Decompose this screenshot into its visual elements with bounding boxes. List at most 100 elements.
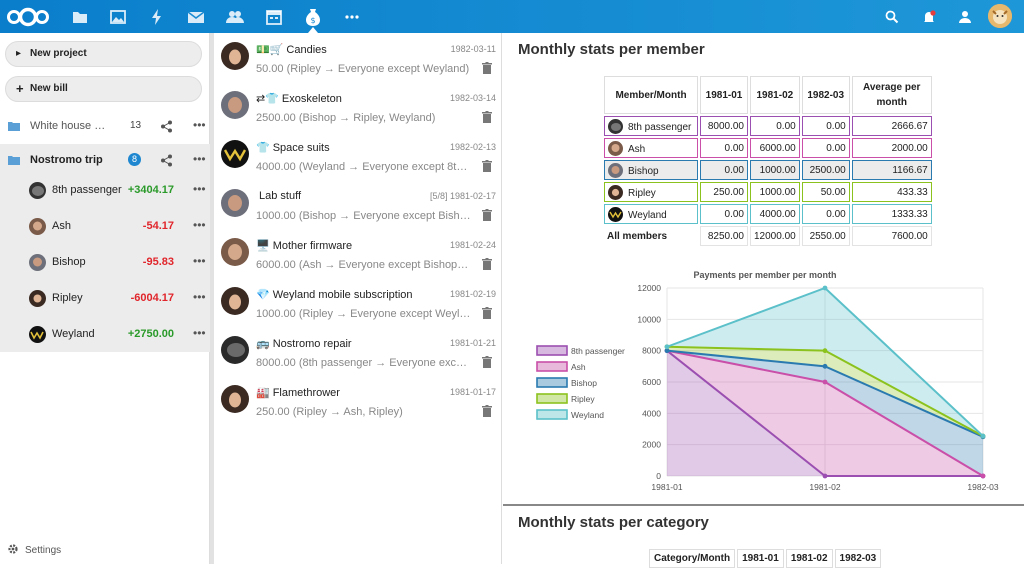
trash-icon[interactable]: [482, 111, 492, 123]
more-options-icon[interactable]: •••: [193, 152, 206, 166]
nextcloud-logo-icon[interactable]: [6, 6, 50, 28]
data-point: [822, 348, 828, 354]
panel-splitter[interactable]: [210, 33, 214, 564]
bill-item[interactable]: Lab stuff [5/8] 1981-02-17 1000.00 (Bish…: [214, 180, 502, 229]
member-cell: Weyland: [604, 204, 698, 224]
share-icon[interactable]: [160, 154, 173, 167]
column-header: 1981-01: [700, 76, 748, 114]
new-bill-button[interactable]: + New bill: [5, 76, 202, 102]
trash-icon[interactable]: [482, 405, 492, 417]
column-header: 1981-02: [750, 76, 800, 114]
alien-avatar: [29, 182, 46, 199]
mail-icon[interactable]: [185, 6, 207, 28]
bill-title: 🖥️ Mother firmware: [256, 239, 352, 252]
member-name: Weyland: [628, 209, 667, 221]
search-icon[interactable]: [882, 7, 902, 27]
user-avatar[interactable]: [988, 4, 1012, 28]
bill-item[interactable]: 💵🛒 Candies 1982-03-11 50.00 (Ripley → Eve…: [214, 33, 502, 82]
bill-summary: 4000.00 (Weyland → Everyone except 8th p…: [256, 161, 471, 173]
section-divider: [503, 504, 1024, 506]
member-stats-title: Monthly stats per member: [518, 41, 705, 58]
column-header: 1982-03: [834, 549, 882, 568]
files-icon[interactable]: [69, 6, 91, 28]
bill-item[interactable]: ⇄👕 Exoskeleton 1982-03-14 2500.00 (Bishop…: [214, 82, 502, 131]
data-point: [980, 473, 986, 479]
table-row: Bishop 0.00 1000.00 2500.00 1166.67: [604, 160, 932, 180]
bill-category-icons: 🖥️: [256, 240, 270, 252]
bill-item[interactable]: 🏭 Flamethrower 1981-01-17 250.00 (Ripley …: [214, 376, 502, 425]
cospend-money-icon[interactable]: $: [302, 6, 324, 28]
contacts-icon[interactable]: [224, 6, 246, 28]
bishop-avatar: [608, 162, 623, 178]
settings-button[interactable]: Settings: [7, 543, 61, 556]
bill-title: Lab stuff: [256, 190, 301, 202]
bill-category-icons: 🚌: [256, 338, 270, 350]
member-item-weyland[interactable]: Weyland +2750.00 •••: [0, 316, 210, 352]
value-cell: 1000.00: [750, 160, 800, 180]
bill-date: 1981-01-21: [449, 338, 496, 348]
photos-icon[interactable]: [107, 6, 129, 28]
trash-icon[interactable]: [482, 307, 492, 319]
member-item-ripley[interactable]: Ripley -6004.17 •••: [0, 280, 210, 316]
legend-label: Weyland: [571, 410, 604, 420]
legend-label: Ripley: [571, 394, 595, 404]
more-options-icon[interactable]: •••: [193, 290, 206, 304]
member-item-bishop[interactable]: Bishop -95.83 •••: [0, 244, 210, 280]
gear-icon: [8, 544, 18, 554]
value-cell: 8000.00: [700, 116, 748, 136]
share-icon[interactable]: [160, 120, 173, 133]
value-cell: 250.00: [700, 182, 748, 202]
new-project-button[interactable]: ▸ New project: [5, 41, 202, 67]
member-item-8th-passenger[interactable]: 8th passenger +3404.17 •••: [0, 172, 210, 208]
bill-item[interactable]: 🚌 Nostromo repair 1981-01-21 8000.00 (8th…: [214, 327, 502, 376]
stats-panel: Monthly stats per member Member/Month 19…: [503, 33, 1024, 568]
more-options-icon[interactable]: •••: [193, 254, 206, 268]
member-item-ash[interactable]: Ash -54.17 •••: [0, 208, 210, 244]
bill-name: Nostromo repair: [272, 338, 352, 350]
folder-icon: [8, 156, 20, 165]
bill-item[interactable]: 👕 Space suits 1982-02-13 4000.00 (Weyland…: [214, 131, 502, 180]
ash-avatar: [608, 140, 623, 156]
contacts-menu-icon[interactable]: [955, 7, 975, 27]
notifications-bell-icon[interactable]: [919, 7, 939, 27]
column-header: Member/Month: [604, 76, 698, 114]
ripley-avatar: [29, 290, 46, 307]
bill-date: 1981-01-17: [449, 387, 496, 397]
caret-right-icon: ▸: [16, 48, 22, 59]
trash-icon[interactable]: [482, 160, 492, 172]
more-options-icon[interactable]: •••: [193, 182, 206, 196]
trash-icon[interactable]: [482, 258, 492, 270]
bill-item[interactable]: 🖥️ Mother firmware 1981-02-24 6000.00 (As…: [214, 229, 502, 278]
bill-title: 👕 Space suits: [256, 141, 330, 154]
bill-title: 💎 Weyland mobile subscription: [256, 288, 413, 301]
more-apps-icon[interactable]: [341, 6, 363, 28]
bill-title: 🏭 Flamethrower: [256, 386, 340, 399]
legend-swatch: [536, 361, 568, 372]
value-cell: 0.00: [700, 160, 748, 180]
bill-item[interactable]: 💎 Weyland mobile subscription 1981-02-19 …: [214, 278, 502, 327]
series-area: [667, 288, 983, 437]
member-cell: 8th passenger: [604, 116, 698, 136]
bishop-avatar: [29, 254, 46, 271]
more-options-icon[interactable]: •••: [193, 118, 206, 132]
trash-icon[interactable]: [482, 62, 492, 74]
bill-date: [5/8] 1981-02-17: [429, 191, 496, 201]
x-tick-label: 1981-02: [809, 482, 840, 492]
value-cell: 50.00: [801, 182, 850, 202]
active-app-marker: [308, 27, 318, 33]
value-cell: 0.00: [801, 204, 850, 224]
column-header: 1981-02: [785, 549, 833, 568]
bill-name: Lab stuff: [259, 190, 301, 202]
y-tick-label: 10000: [637, 314, 661, 324]
activity-icon[interactable]: [146, 6, 168, 28]
more-options-icon[interactable]: •••: [193, 218, 206, 232]
calendar-icon[interactable]: [263, 6, 285, 28]
data-point: [664, 348, 670, 354]
bill-summary: 250.00 (Ripley → Ash, Ripley): [256, 406, 403, 418]
project-item-white-house[interactable]: White house m... 13 •••: [0, 110, 210, 144]
member-name: Bishop: [52, 256, 86, 268]
more-options-icon[interactable]: •••: [193, 326, 206, 340]
trash-icon[interactable]: [482, 209, 492, 221]
value-cell: 12000.00: [750, 226, 800, 246]
trash-icon[interactable]: [482, 356, 492, 368]
